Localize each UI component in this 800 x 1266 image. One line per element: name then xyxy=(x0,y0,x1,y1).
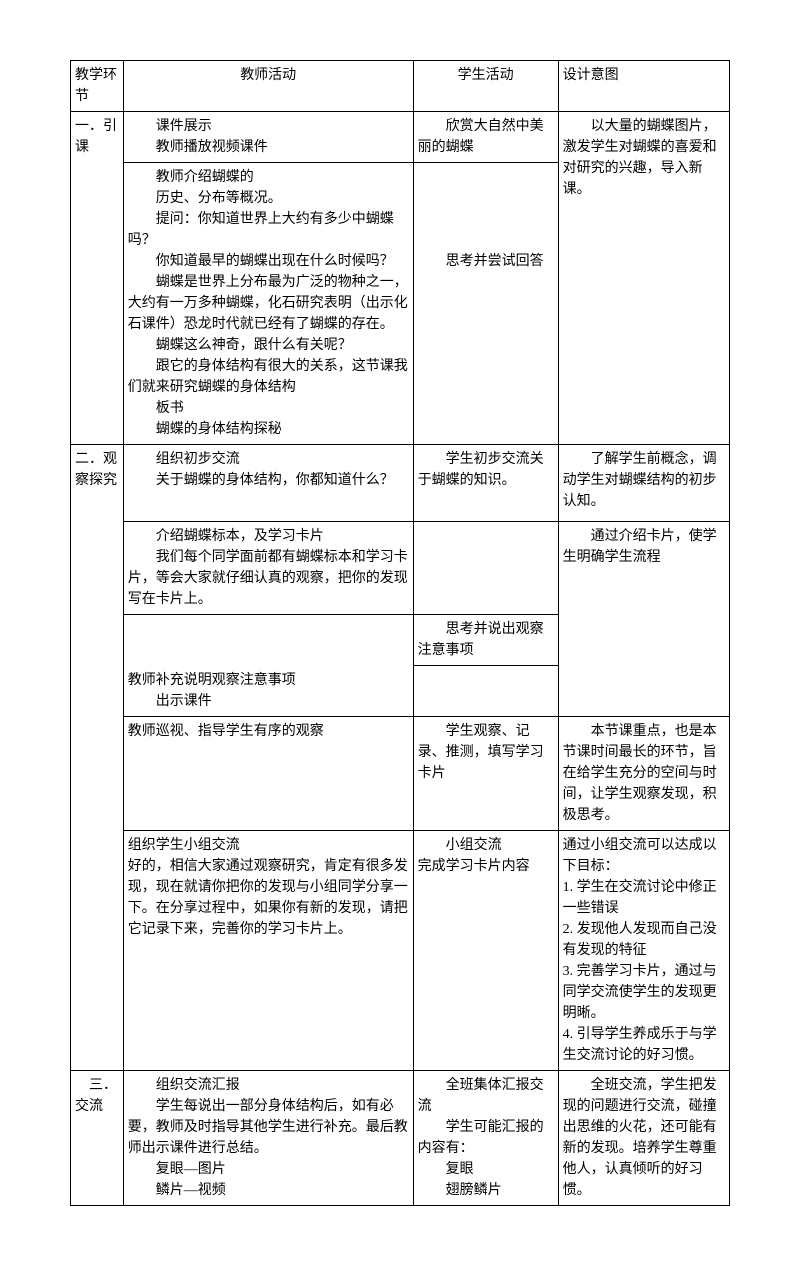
stage-exchange: 三．交流 xyxy=(71,1070,124,1205)
student-activity: 小组交流 完成学习卡片内容 xyxy=(413,830,558,1070)
header-teacher: 教师活动 xyxy=(123,61,413,112)
text: 课件展示 xyxy=(128,116,409,137)
student-activity xyxy=(413,666,558,717)
student-activity: 思考并尝试回答 xyxy=(413,163,558,445)
table-row: 组织学生小组交流 好的，相信大家通过观察研究，肯定有很多发现，现在就请你把你的发… xyxy=(71,830,730,1070)
student-activity xyxy=(413,522,558,615)
header-intent: 设计意图 xyxy=(558,61,729,112)
teacher-activity: 组织初步交流 关于蝴蝶的身体结构，你都知道什么？ xyxy=(123,445,413,522)
teacher-activity: 教师巡视、指导学生有序的观察 xyxy=(123,716,413,830)
design-intent: 本节课重点，也是本节课时间最长的环节，旨在给学生充分的空间与时间，让学生观察发现… xyxy=(558,716,729,830)
table-row: 教师巡视、指导学生有序的观察 学生观察、记录、推测，填写学习卡片 本节课重点，也… xyxy=(71,716,730,830)
stage-intro: 一．引课 xyxy=(71,112,124,445)
teacher-activity: 教师介绍蝴蝶的 历史、分布等概况。 提问：你知道世界上大约有多少中蝴蝶吗？ 你知… xyxy=(123,163,413,445)
table-header-row: 教学环节 教师活动 学生活动 设计意图 xyxy=(71,61,730,112)
teacher-activity: 组织交流汇报 学生每说出一部分身体结构后，如有必要，教师及时指导其他学生进行补充… xyxy=(123,1070,413,1205)
teacher-activity xyxy=(123,615,413,666)
student-activity: 学生观察、记录、推测，填写学习卡片 xyxy=(413,716,558,830)
teacher-activity: 组织学生小组交流 好的，相信大家通过观察研究，肯定有很多发现，现在就请你把你的发… xyxy=(123,830,413,1070)
design-intent: 通过小组交流可以达成以下目标： 1. 学生在交流讨论中修正一些错误 2. 发现他… xyxy=(558,830,729,1070)
header-student: 学生活动 xyxy=(413,61,558,112)
design-intent: 通过介绍卡片，使学生明确学生流程 xyxy=(558,522,729,717)
teacher-activity: 教师补充说明观察注意事项 出示课件 xyxy=(123,666,413,717)
teacher-activity: 介绍蝴蝶标本，及学习卡片 我们每个同学面前都有蝴蝶标本和学习卡片，等会大家就仔细… xyxy=(123,522,413,615)
text: 教师播放视频课件 xyxy=(128,137,409,158)
teacher-activity: 课件展示 教师播放视频课件 xyxy=(123,112,413,163)
table-row: 一．引课 课件展示 教师播放视频课件 欣赏大自然中美丽的蝴蝶 以大量的蝴蝶图片，… xyxy=(71,112,730,163)
student-activity: 学生初步交流关于蝴蝶的知识。 xyxy=(413,445,558,522)
table-row: 三．交流 组织交流汇报 学生每说出一部分身体结构后，如有必要，教师及时指导其他学… xyxy=(71,1070,730,1205)
table-row: 介绍蝴蝶标本，及学习卡片 我们每个同学面前都有蝴蝶标本和学习卡片，等会大家就仔细… xyxy=(71,522,730,615)
design-intent: 了解学生前概念，调动学生对蝴蝶结构的初步认知。 xyxy=(558,445,729,522)
stage-observe: 二．观察探究 xyxy=(71,445,124,1071)
table-row: 二．观察探究 组织初步交流 关于蝴蝶的身体结构，你都知道什么？ 学生初步交流关于… xyxy=(71,445,730,522)
student-activity: 欣赏大自然中美丽的蝴蝶 xyxy=(413,112,558,163)
student-activity: 思考并说出观察注意事项 xyxy=(413,615,558,666)
design-intent: 全班交流，学生把发现的问题进行交流，碰撞出思维的火花，还可能有新的发现。培养学生… xyxy=(558,1070,729,1205)
header-stage: 教学环节 xyxy=(71,61,124,112)
lesson-plan-table: 教学环节 教师活动 学生活动 设计意图 一．引课 课件展示 教师播放视频课件 欣… xyxy=(70,60,730,1206)
design-intent: 以大量的蝴蝶图片，激发学生对蝴蝶的喜爱和对研究的兴趣，导入新课。 xyxy=(558,112,729,445)
student-activity: 全班集体汇报交流 学生可能汇报的内容有： 复眼 翅膀鳞片 xyxy=(413,1070,558,1205)
